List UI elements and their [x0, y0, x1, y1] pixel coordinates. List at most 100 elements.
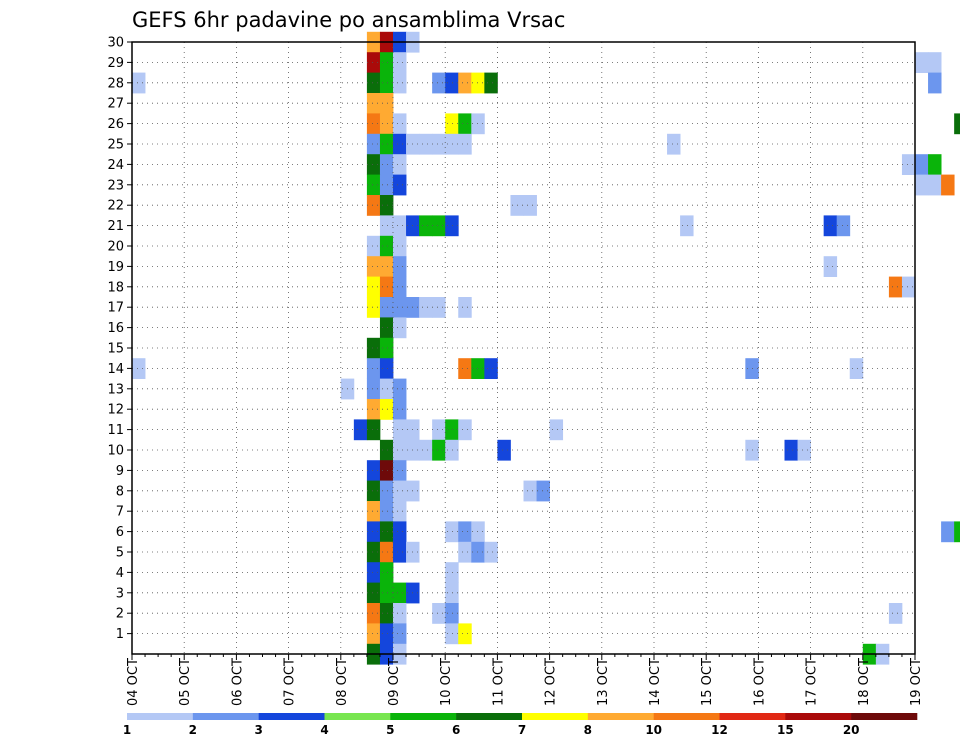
legend-swatch [785, 713, 852, 720]
heatmap-cell [379, 378, 394, 400]
heatmap-cell [445, 419, 459, 441]
heatmap-cell [393, 133, 407, 155]
y-tick-label: 12 [107, 403, 124, 418]
legend-swatch [522, 713, 589, 720]
heatmap-cell [366, 378, 381, 400]
heatmap-cell [445, 562, 459, 583]
y-tick-label: 25 [107, 138, 124, 153]
heatmap-cell [379, 133, 394, 155]
heatmap-cell [667, 133, 681, 155]
y-tick-label: 23 [107, 178, 124, 193]
x-axis: 04 OCT 05 OCT 06 OCT 07 OCT 08 OCT 09 OCT 10 O… [126, 654, 924, 706]
heatmap-cell [379, 52, 394, 73]
heatmap-cell [366, 256, 381, 277]
heatmap-cell [379, 399, 394, 420]
heatmap-cell [366, 133, 381, 155]
y-tick-label: 3 [116, 586, 124, 601]
y-tick-label: 14 [107, 362, 124, 377]
heatmap-cell [458, 113, 472, 135]
heatmap-cell [445, 215, 459, 237]
heatmap-cell [523, 480, 537, 502]
heatmap-cell [823, 215, 838, 237]
heatmap-cell [393, 113, 407, 135]
heatmap-cell [379, 358, 394, 379]
heatmap-cell [366, 623, 381, 645]
legend-label: 2 [189, 723, 197, 737]
heatmap-cell [366, 460, 381, 481]
heatmap-cell [888, 276, 903, 298]
heatmap-cell [901, 154, 916, 175]
heatmap-cell [393, 603, 407, 624]
heatmap-cell [445, 133, 459, 155]
heatmap-cell [536, 480, 550, 502]
y-tick-label: 2 [116, 607, 124, 622]
heatmap-cell [393, 480, 407, 502]
legend-swatch [127, 713, 194, 720]
heatmap-cell [445, 113, 459, 135]
heatmap-cell [393, 154, 407, 175]
heatmap-cell [432, 297, 446, 318]
heatmap-cell [379, 460, 394, 481]
legend-label: 7 [518, 723, 526, 737]
color-legend: 1 2 3 4 5 6 7 8 10 12 15 20 [123, 713, 918, 737]
heatmap-cell [379, 297, 394, 318]
heatmap-cell [393, 52, 407, 73]
legend-swatch [719, 713, 786, 720]
legend-label: 6 [452, 723, 460, 737]
y-tick-label: 19 [107, 260, 124, 275]
y-tick-label: 16 [107, 321, 124, 336]
heatmap-cell [379, 154, 394, 175]
heatmap-cell [132, 72, 146, 94]
legend-label: 10 [645, 723, 662, 737]
heatmap-cell [445, 72, 459, 94]
heatmap-cell [393, 72, 407, 94]
heatmap-cell [497, 439, 511, 461]
heatmap-cell [366, 72, 381, 94]
heatmap-cell [928, 72, 942, 94]
heatmap-cell [928, 174, 942, 196]
heatmap-cell [379, 72, 394, 94]
heatmap-cell [393, 521, 407, 543]
heatmap-cell [366, 337, 381, 359]
heatmap-cell [366, 562, 381, 583]
y-tick-label: 5 [116, 546, 124, 561]
heatmap-cell [393, 541, 407, 563]
heatmap-cell [393, 623, 407, 645]
legend-label: 15 [777, 723, 794, 737]
heatmap-cell [471, 541, 485, 563]
heatmap-cell [458, 297, 472, 318]
heatmap-cell [432, 439, 446, 461]
heatmap-cell [432, 133, 446, 155]
heatmap-cell [379, 317, 394, 339]
y-tick-label: 4 [116, 566, 124, 581]
heatmap-cell [379, 439, 394, 461]
y-tick-label: 26 [107, 117, 124, 132]
heatmap-cells [132, 31, 960, 665]
heatmap-cell [366, 93, 381, 114]
heatmap-cell [549, 419, 564, 441]
x-tick-label: 07 OCT [283, 658, 298, 706]
heatmap-cell [379, 562, 394, 583]
heatmap-cell [393, 174, 407, 196]
heatmap-cell [915, 174, 929, 196]
x-tick-label: 10 OCT [439, 658, 454, 706]
heatmap-cell [393, 317, 407, 339]
heatmap-cell [379, 501, 394, 522]
heatmap-cell [379, 113, 394, 135]
y-tick-label: 9 [116, 464, 124, 479]
y-tick-label: 27 [107, 97, 124, 112]
heatmap-cell [366, 541, 381, 563]
heatmap-cell [393, 439, 407, 461]
x-tick-label: 08 OCT [335, 658, 350, 706]
heatmap-cell [784, 439, 798, 461]
heatmap-cell [954, 521, 960, 543]
x-tick-label: 05 OCT [178, 658, 193, 706]
heatmap-cell [432, 419, 446, 441]
heatmap-cell [366, 358, 381, 379]
x-tick-label: 06 OCT [230, 658, 245, 706]
x-tick-label: 17 OCT [805, 658, 820, 706]
heatmap-cell [379, 276, 394, 298]
heatmap-cell [366, 399, 381, 420]
heatmap-cell [458, 623, 472, 645]
